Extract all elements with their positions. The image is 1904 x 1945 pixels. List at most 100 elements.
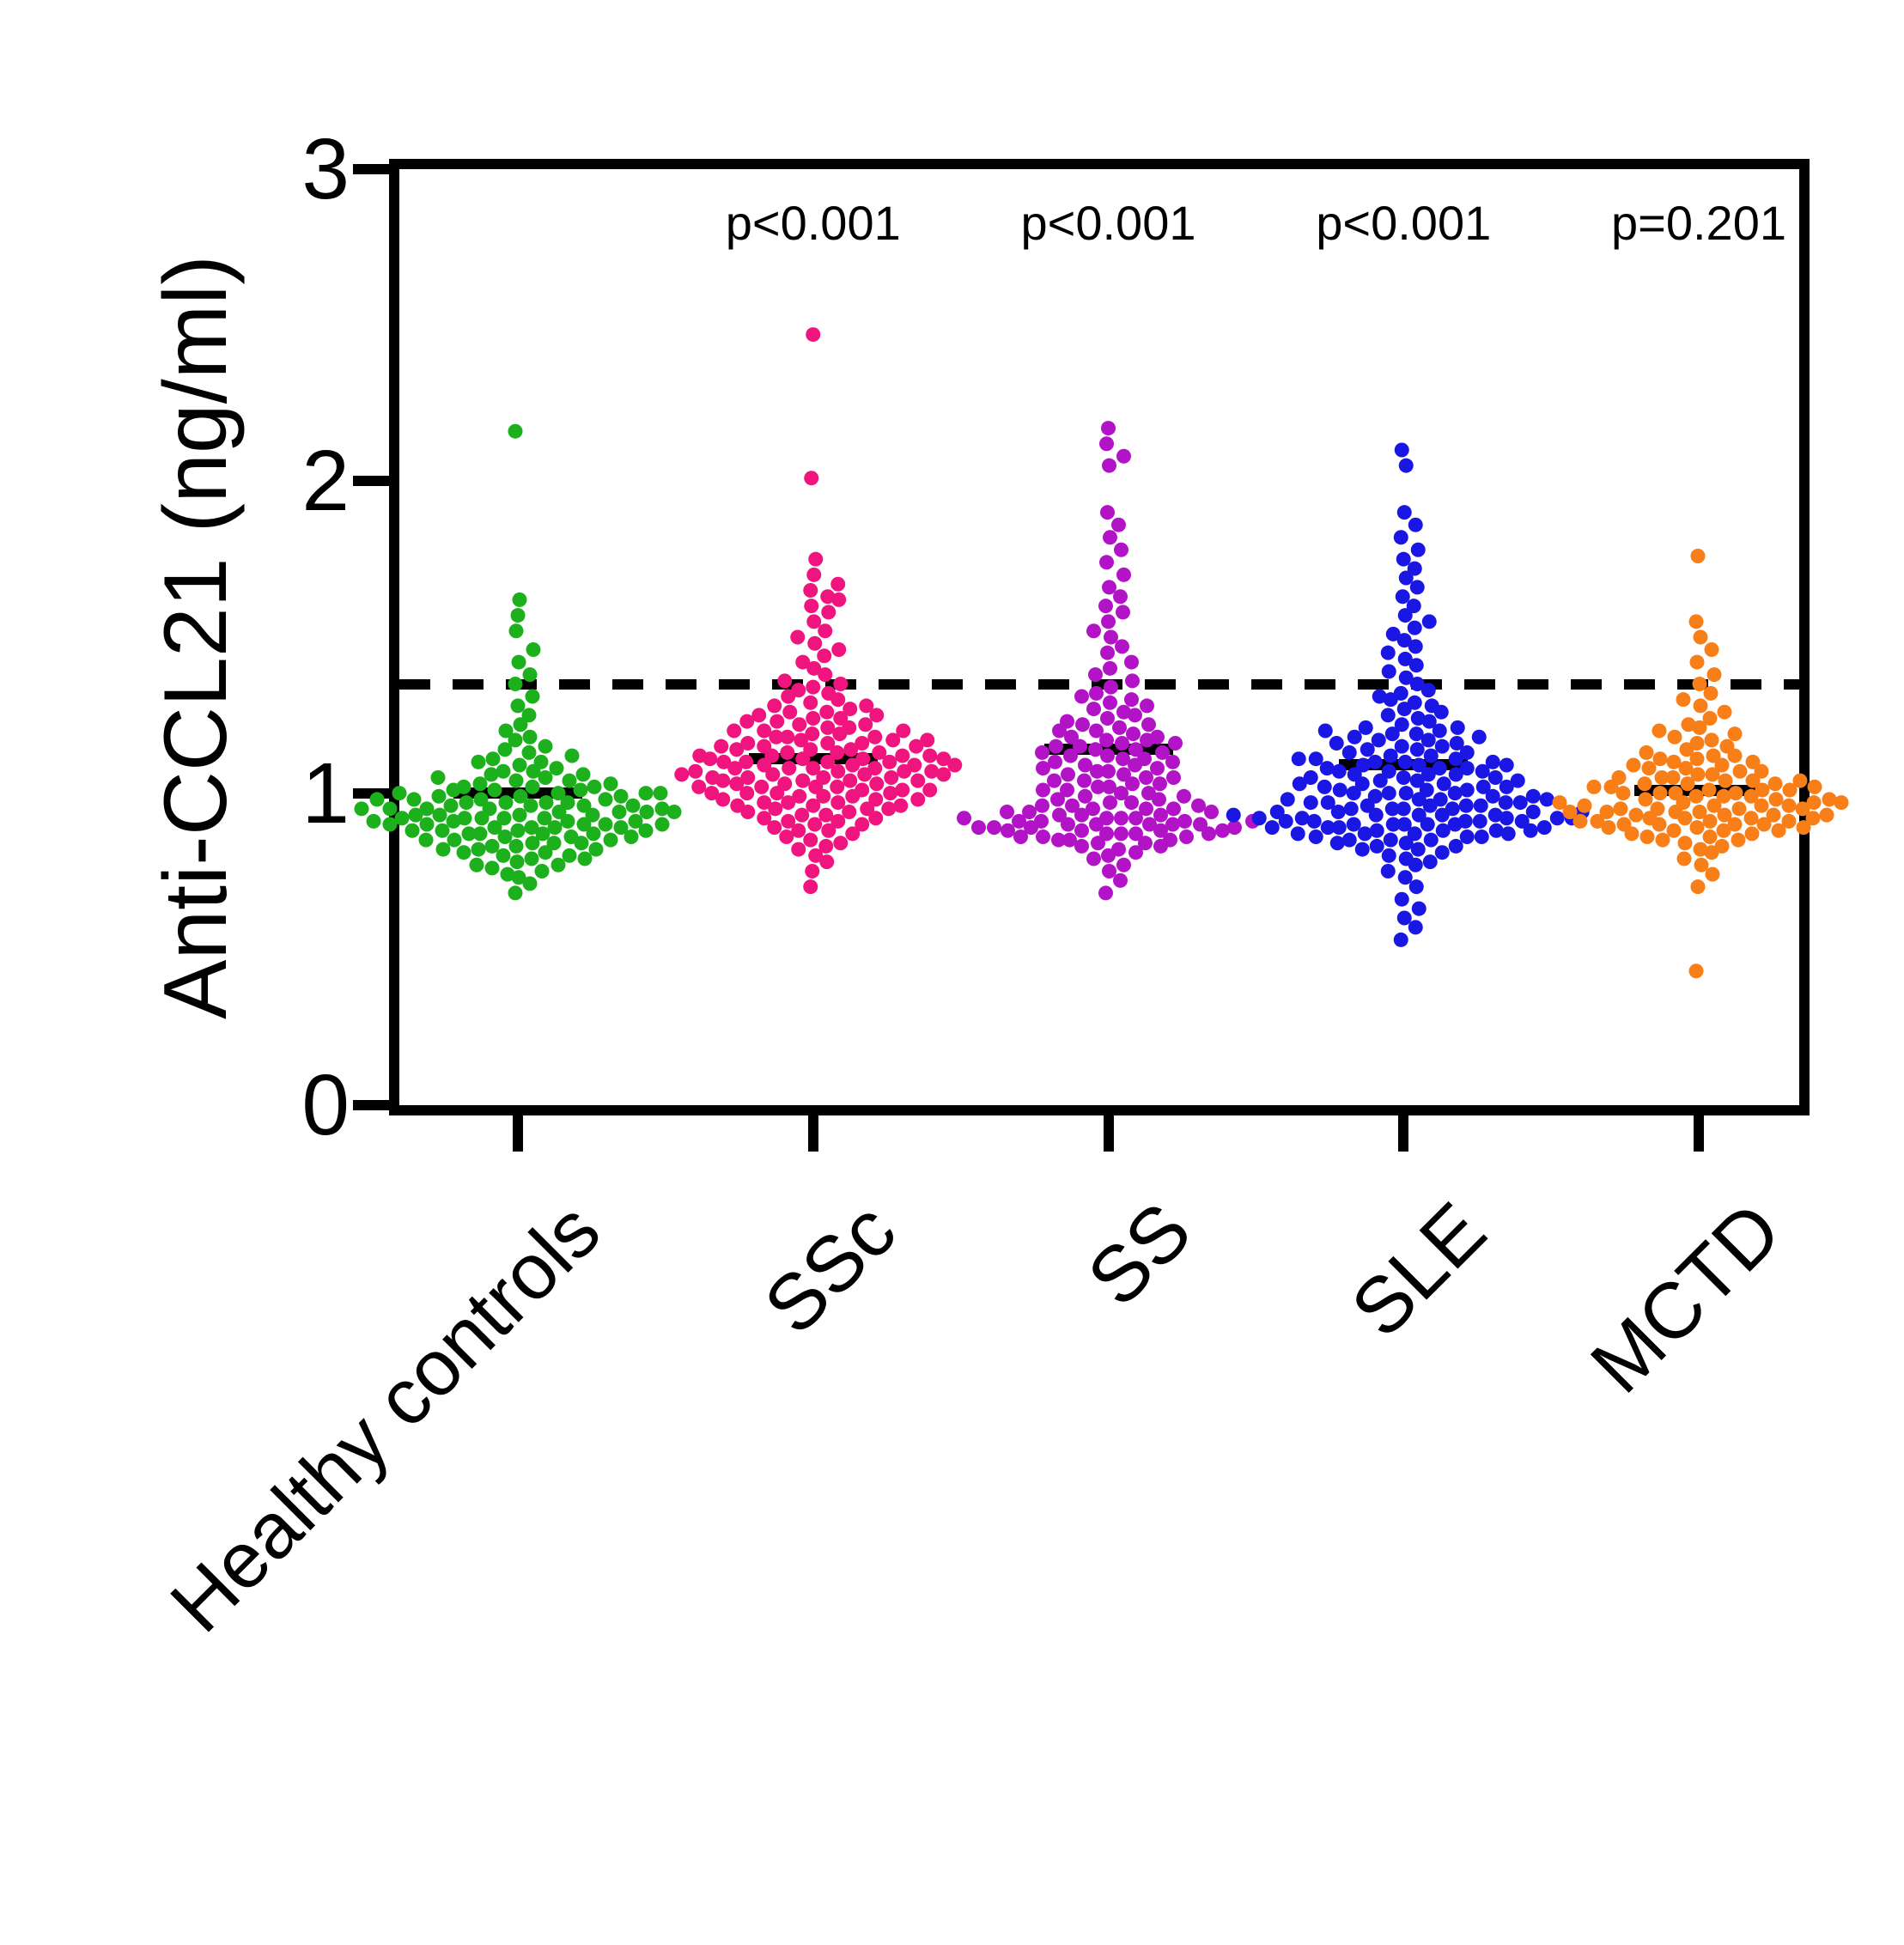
data-point (1061, 817, 1075, 832)
data-point (508, 838, 524, 854)
data-point (1423, 748, 1439, 763)
data-point (1689, 820, 1705, 836)
data-point (803, 695, 818, 710)
data-point (1613, 801, 1628, 817)
data-point (1717, 807, 1732, 823)
data-point (1371, 732, 1386, 748)
data-point (1086, 801, 1100, 817)
data-point (1393, 932, 1408, 947)
data-point (456, 845, 471, 860)
data-point (1372, 689, 1387, 704)
data-point (1177, 788, 1191, 804)
data-point (1782, 782, 1798, 798)
data-point (1718, 773, 1733, 788)
data-point (508, 732, 523, 748)
data-point (1368, 807, 1384, 823)
data-point (666, 804, 682, 819)
data-point (1424, 698, 1439, 714)
data-point (1358, 720, 1373, 735)
data-point (770, 714, 785, 729)
data-point (585, 807, 600, 823)
data-point (782, 761, 797, 776)
data-point (1549, 811, 1565, 826)
data-point (1639, 745, 1654, 760)
data-point (855, 817, 870, 832)
data-point (1128, 811, 1143, 826)
data-point (780, 729, 795, 745)
data-point (1138, 836, 1153, 851)
data-point (1807, 779, 1822, 794)
data-point (1641, 761, 1657, 776)
data-point (740, 770, 756, 785)
data-point (538, 738, 553, 754)
data-point (1088, 667, 1103, 683)
data-point (780, 745, 795, 760)
data-point (1091, 779, 1105, 794)
data-point (1796, 820, 1811, 836)
data-point (1074, 689, 1089, 704)
data-point (1459, 830, 1475, 845)
data-point (1116, 567, 1131, 582)
data-point (1125, 673, 1140, 689)
data-point (1103, 795, 1117, 811)
data-point (794, 807, 810, 823)
data-point (1357, 826, 1372, 842)
data-point (1732, 763, 1748, 779)
data-point (757, 738, 772, 754)
data-point (1226, 807, 1241, 823)
data-point (1114, 811, 1128, 826)
data-point (513, 788, 528, 804)
data-point (1343, 801, 1359, 817)
data-point (1035, 798, 1049, 813)
x-axis-tick (1103, 1115, 1114, 1152)
data-point (1498, 795, 1513, 811)
data-point (1688, 963, 1704, 979)
data-point (1104, 629, 1118, 645)
data-point (1384, 726, 1400, 742)
data-point (1652, 786, 1668, 801)
data-point (957, 811, 971, 826)
data-point (1128, 742, 1143, 757)
data-point (560, 795, 575, 811)
data-point (538, 845, 553, 860)
data-point (613, 820, 629, 836)
data-point (1689, 751, 1705, 767)
data-point (524, 851, 539, 866)
data-point (1112, 720, 1127, 735)
data-point (1280, 792, 1295, 807)
data-point (1101, 614, 1116, 629)
data-point (1124, 654, 1139, 670)
data-point (1099, 732, 1114, 748)
data-point (1104, 679, 1118, 695)
data-point (1385, 817, 1401, 832)
data-point (1396, 633, 1412, 648)
data-point (613, 788, 629, 804)
data-point (435, 823, 450, 838)
data-point (1704, 642, 1719, 658)
data-point (525, 689, 540, 704)
data-point (868, 811, 884, 826)
data-point (576, 817, 592, 832)
data-point (598, 792, 613, 807)
data-point (1693, 698, 1708, 714)
data-point (1329, 836, 1345, 851)
data-point (1102, 779, 1116, 794)
data-point (1586, 779, 1602, 794)
data-point (1459, 761, 1475, 776)
data-point (1406, 599, 1421, 614)
data-point (1102, 580, 1116, 595)
data-point (1552, 795, 1567, 811)
data-point (1676, 692, 1691, 708)
data-point (1073, 738, 1087, 754)
data-point (1693, 842, 1708, 857)
data-point (806, 567, 822, 582)
data-point (924, 763, 940, 779)
data-point (1397, 608, 1413, 623)
data-point (551, 804, 567, 819)
data-point (1380, 708, 1396, 723)
y-tick-label: 0 (301, 1057, 350, 1153)
data-point (1689, 654, 1705, 670)
data-point (821, 605, 836, 620)
y-axis-tick (353, 1100, 389, 1110)
